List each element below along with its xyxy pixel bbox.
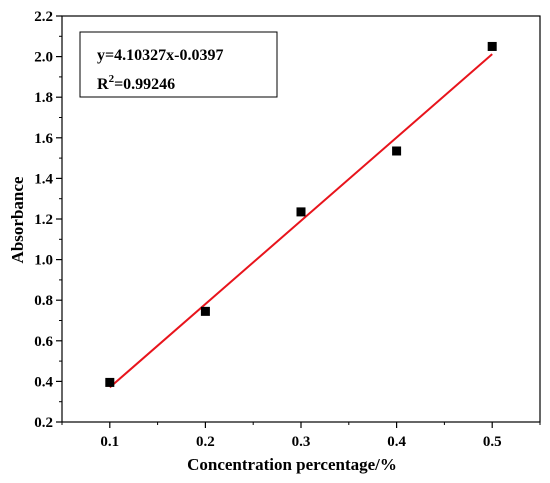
data-point: [487, 41, 497, 51]
fit-line: [109, 53, 493, 389]
y-tick-label: 1.6: [34, 131, 53, 147]
data-point: [392, 146, 402, 156]
y-tick-label: 1.0: [34, 253, 53, 269]
r-squared-text: R2=0.99246: [97, 73, 175, 93]
y-tick-label: 0.4: [34, 374, 53, 390]
y-tick-label: 1.4: [34, 171, 53, 187]
r-squared-value: =0.99246: [114, 76, 175, 93]
ticks: 0.1 0.2 0.3 0.4 0.5 0.2 0.4 0.6 0.8 1.0 1.2 1.4 1.6 1…: [34, 9, 541, 450]
x-tick-label: 0.1: [100, 434, 119, 450]
x-tick-label: 0.3: [292, 434, 311, 450]
fit-layer: [109, 53, 493, 389]
x-tick-label: 0.5: [483, 434, 502, 450]
y-tick-label: 1.2: [34, 212, 53, 228]
y-tick-label: 2.2: [34, 9, 53, 25]
points-layer: [105, 41, 497, 387]
equation-box-border: [79, 31, 278, 98]
r-squared-prefix: R: [97, 76, 109, 93]
y-tick-label: 1.8: [34, 90, 53, 106]
y-tick-label: 0.2: [34, 415, 53, 431]
y-tick-label: 2.0: [34, 50, 53, 66]
x-tick-label: 0.4: [387, 434, 406, 450]
data-point: [105, 377, 115, 387]
y-tick-label: 0.8: [34, 293, 53, 309]
x-tick-label: 0.2: [196, 434, 215, 450]
data-point: [200, 306, 210, 316]
x-axis-title: Concentration percentage/%: [187, 455, 397, 474]
y-tick-label: 0.6: [34, 334, 53, 350]
y-axis-title: Absorbance: [8, 176, 27, 263]
data-point: [296, 207, 306, 217]
r-squared-superscript: 2: [109, 73, 115, 85]
equation-text: y=4.10327x-0.0397: [97, 47, 223, 64]
equation-box: y=4.10327x-0.0397 R2=0.99246: [79, 31, 278, 98]
